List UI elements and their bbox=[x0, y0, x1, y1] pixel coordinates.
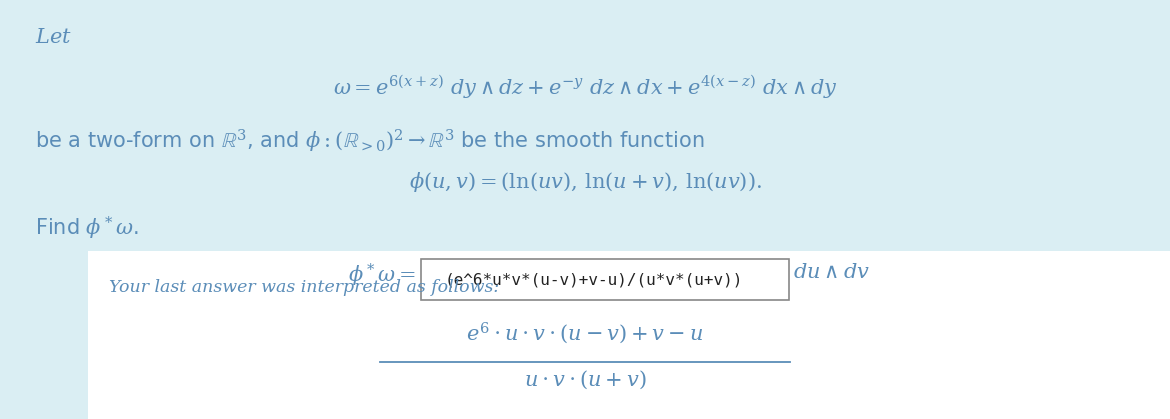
Text: $\phi(u,v) = (\ln(uv),\, \ln(u+v),\, \ln(uv)).$: $\phi(u,v) = (\ln(uv),\, \ln(u+v),\, \ln… bbox=[408, 170, 762, 194]
Bar bbox=[88, 251, 1170, 419]
FancyBboxPatch shape bbox=[421, 259, 789, 300]
Text: $\phi^*\omega =$: $\phi^*\omega =$ bbox=[347, 262, 415, 289]
Text: (e^6*u*v*(u-v)+v-u)/(u*v*(u+v)): (e^6*u*v*(u-v)+v-u)/(u*v*(u+v)) bbox=[445, 272, 743, 287]
Text: $du \wedge dv$: $du \wedge dv$ bbox=[793, 262, 870, 282]
Text: $u \cdot v \cdot (u + v)$: $u \cdot v \cdot (u + v)$ bbox=[524, 369, 646, 391]
Text: Find $\phi^*\omega$.: Find $\phi^*\omega$. bbox=[35, 215, 139, 242]
Text: $\mathit{Let}$: $\mathit{Let}$ bbox=[35, 27, 73, 47]
Text: $e^6 \cdot u \cdot v \cdot (u - v) + v - u$: $e^6 \cdot u \cdot v \cdot (u - v) + v -… bbox=[467, 320, 703, 346]
Text: Your last answer was interpreted as follows:: Your last answer was interpreted as foll… bbox=[109, 279, 500, 296]
Text: $\omega = e^{6(x+z)}\ dy \wedge dz + e^{-y}\ dz \wedge dx + e^{4(x-z)}\ dx \wedg: $\omega = e^{6(x+z)}\ dy \wedge dz + e^{… bbox=[332, 73, 838, 101]
Text: be a two-form on $\mathbb{R}^3$, and $\phi : (\mathbb{R}_{>0})^2 \to \mathbb{R}^: be a two-form on $\mathbb{R}^3$, and $\p… bbox=[35, 128, 704, 155]
